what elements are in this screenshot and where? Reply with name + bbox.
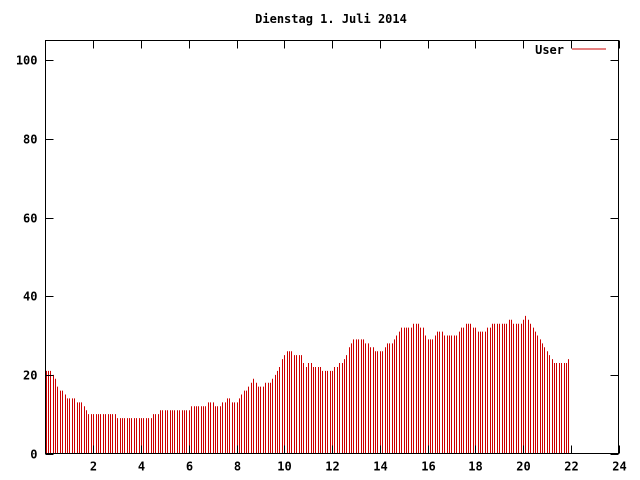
y-tick-label: 100 xyxy=(16,54,38,68)
y-tick-label: 20 xyxy=(23,369,37,383)
legend-label-user: User xyxy=(535,43,564,57)
x-tick-label: 12 xyxy=(325,460,339,474)
y-tick-label: 60 xyxy=(23,212,37,226)
x-tick-label: 18 xyxy=(468,460,482,474)
x-tick-label: 6 xyxy=(186,460,193,474)
x-tick-label: 16 xyxy=(421,460,435,474)
x-tick-label: 22 xyxy=(564,460,578,474)
y-tick-label: 0 xyxy=(30,448,37,462)
chart-title: Dienstag 1. Juli 2014 xyxy=(255,12,407,26)
plot-frame xyxy=(45,40,619,454)
x-tick-label: 14 xyxy=(373,460,387,474)
legend: User xyxy=(535,43,606,57)
x-tick-label: 20 xyxy=(516,460,530,474)
x-tick-label: 10 xyxy=(277,460,291,474)
y-tick-label: 80 xyxy=(23,133,37,147)
x-tick-label: 2 xyxy=(90,460,97,474)
x-tick-label: 24 xyxy=(612,460,626,474)
y-tick-label: 40 xyxy=(23,290,37,304)
series-user-bars xyxy=(46,315,569,454)
x-tick-label: 4 xyxy=(138,460,145,474)
x-tick-label: 8 xyxy=(234,460,241,474)
